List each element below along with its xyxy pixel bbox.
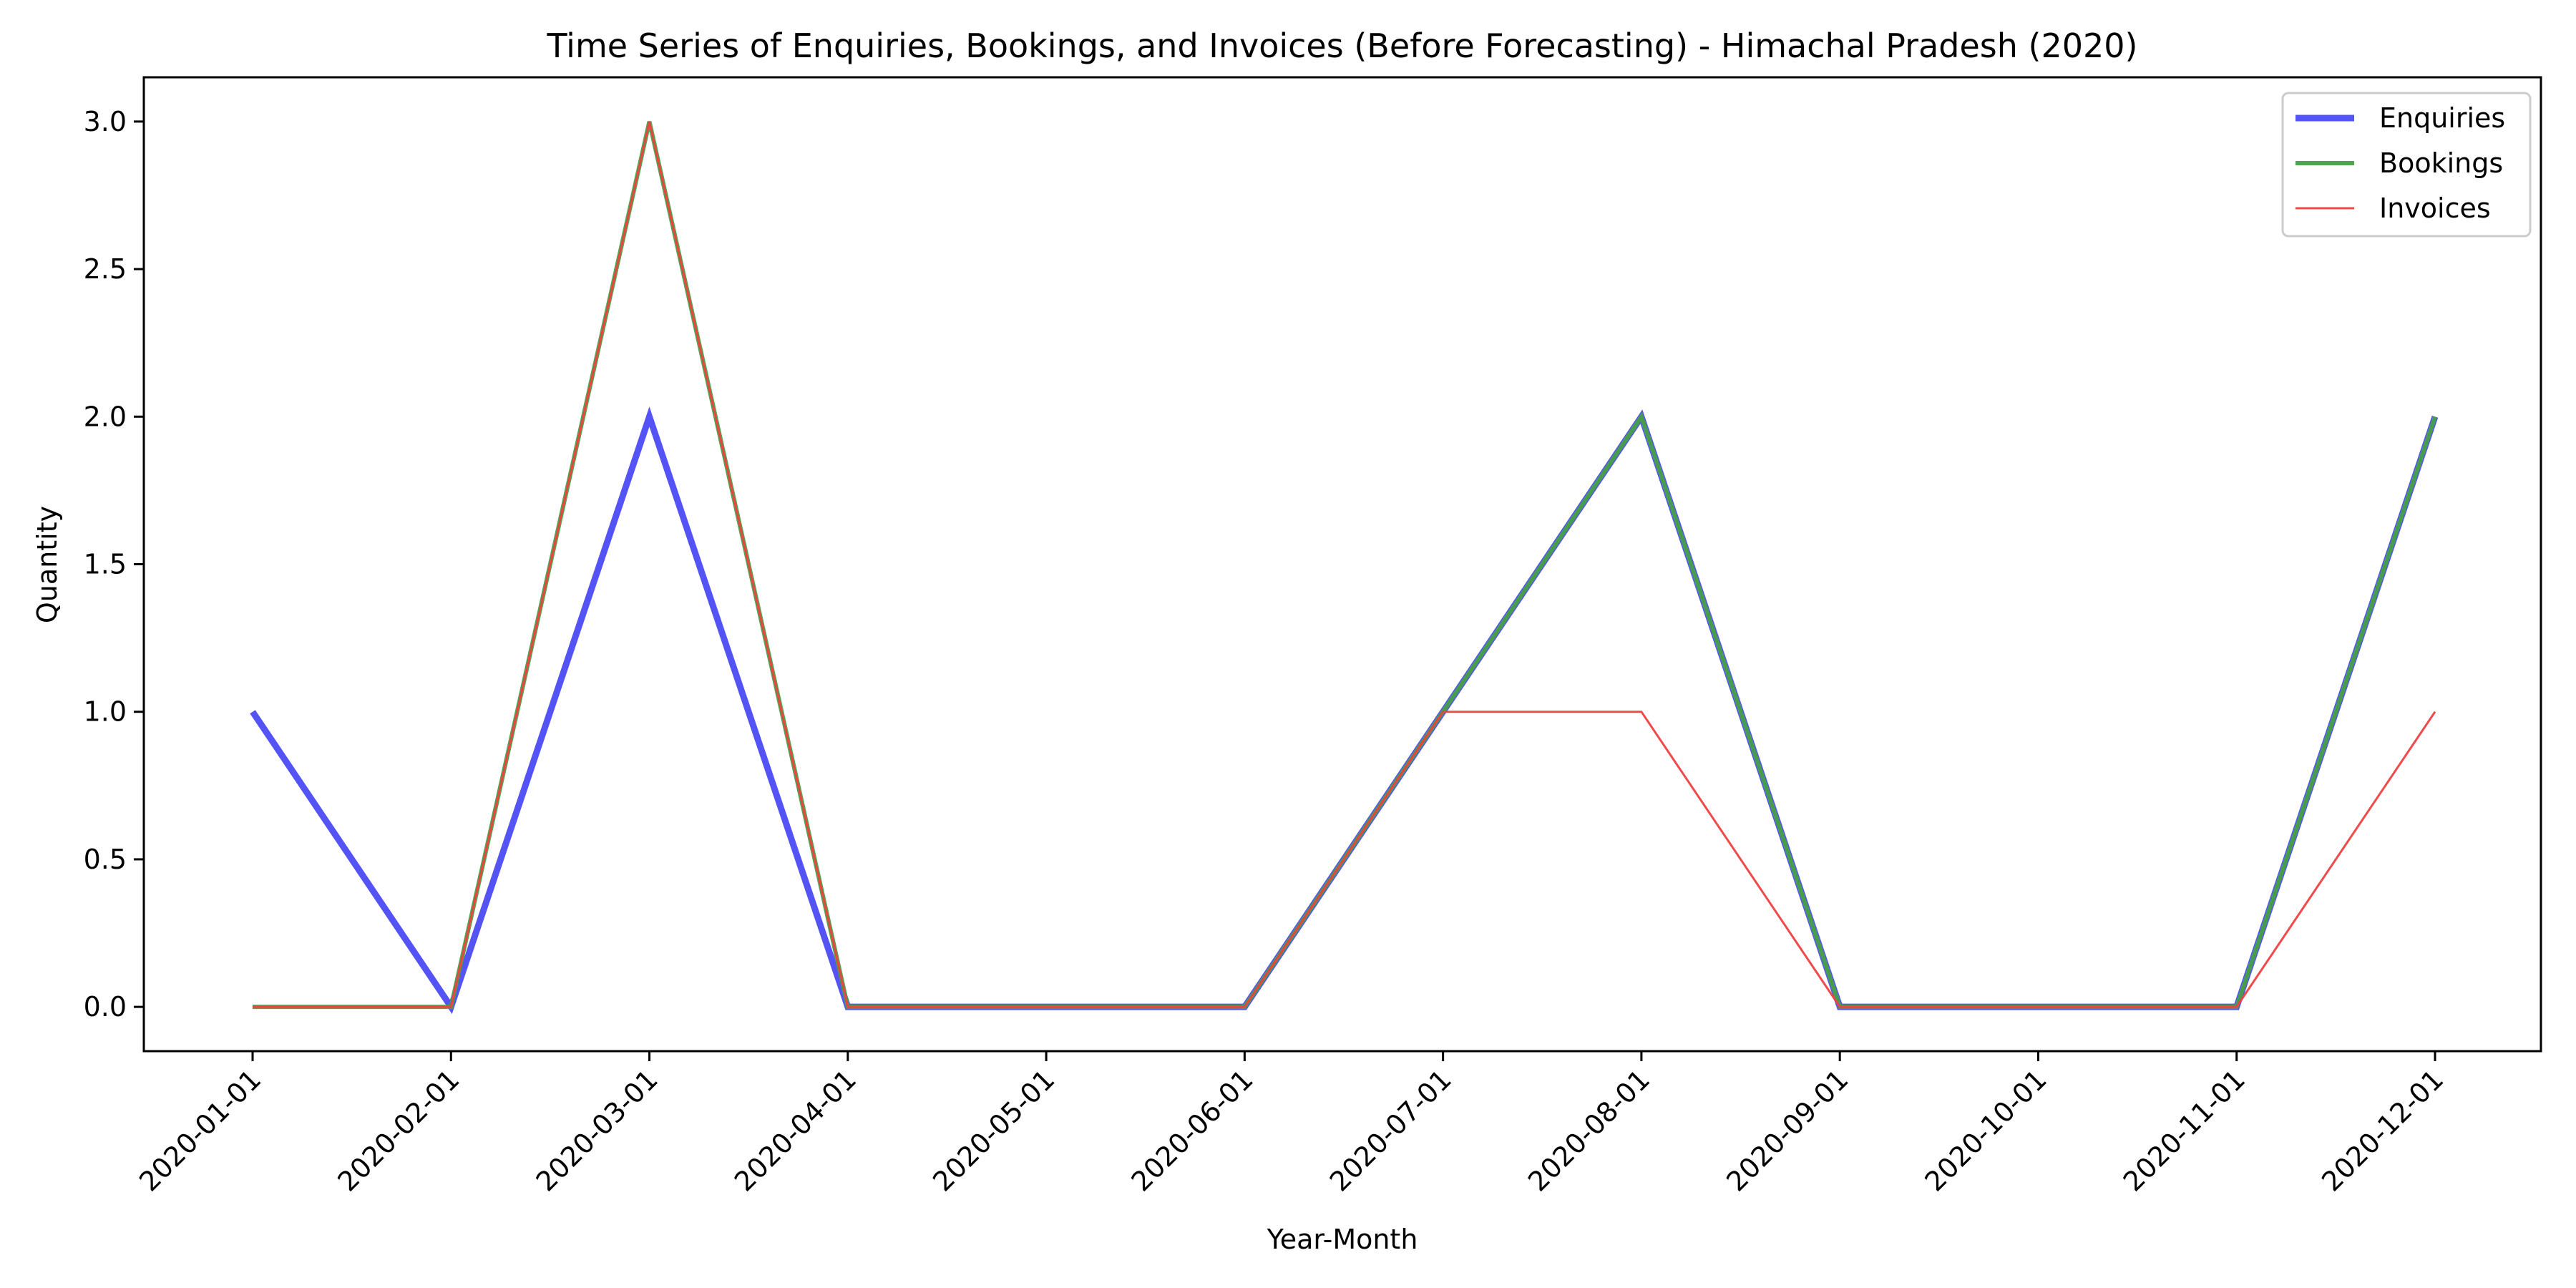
y-tick-label: 2.5	[84, 253, 127, 285]
chart-title: Time Series of Enquiries, Bookings, and …	[546, 26, 2137, 65]
y-tick-label: 3.0	[84, 106, 127, 137]
legend-label-enquiries: Enquiries	[2379, 102, 2505, 134]
x-tick-label: 2020-09-01	[1720, 1063, 1854, 1197]
x-tick-label: 2020-08-01	[1522, 1063, 1656, 1197]
x-tick-label: 2020-12-01	[2316, 1063, 2449, 1197]
legend-label-bookings: Bookings	[2379, 147, 2503, 179]
x-tick-label: 2020-01-01	[133, 1063, 267, 1197]
x-tick-label: 2020-06-01	[1125, 1063, 1259, 1197]
x-tick-label: 2020-04-01	[728, 1063, 862, 1197]
series-line-invoices	[253, 121, 2436, 1008]
x-tick-label: 2020-10-01	[1919, 1063, 2053, 1197]
x-tick-label: 2020-11-01	[2117, 1063, 2251, 1197]
series-line-bookings	[253, 121, 2437, 1010]
x-axis-label: Year-Month	[1267, 1224, 1418, 1255]
x-tick-label: 2020-07-01	[1324, 1063, 1458, 1197]
plot-frame	[142, 76, 2542, 1053]
y-tick-label: 2.0	[84, 401, 127, 432]
x-tick-label: 2020-05-01	[927, 1063, 1060, 1197]
plot-area	[250, 121, 2439, 1015]
y-tick-label: 0.5	[84, 844, 127, 875]
x-tick-label: 2020-02-01	[331, 1063, 465, 1197]
legend-box	[2281, 92, 2532, 238]
series-line-enquiries	[250, 406, 2439, 1015]
axes: 0.0 0.5 1.0 1.5 2.0 2.5 3.0 2020-01-01 2020-02-0…	[84, 76, 2542, 1198]
y-axis-label: Quantity	[31, 506, 63, 623]
x-tick-label: 2020-03-01	[530, 1063, 664, 1197]
y-tick-label: 0.0	[84, 991, 127, 1023]
y-tick-label: 1.5	[84, 549, 127, 580]
legend-label-invoices: Invoices	[2379, 192, 2491, 224]
legend: Enquiries Bookings Invoices	[2281, 92, 2532, 238]
y-tick-label: 1.0	[84, 696, 127, 728]
